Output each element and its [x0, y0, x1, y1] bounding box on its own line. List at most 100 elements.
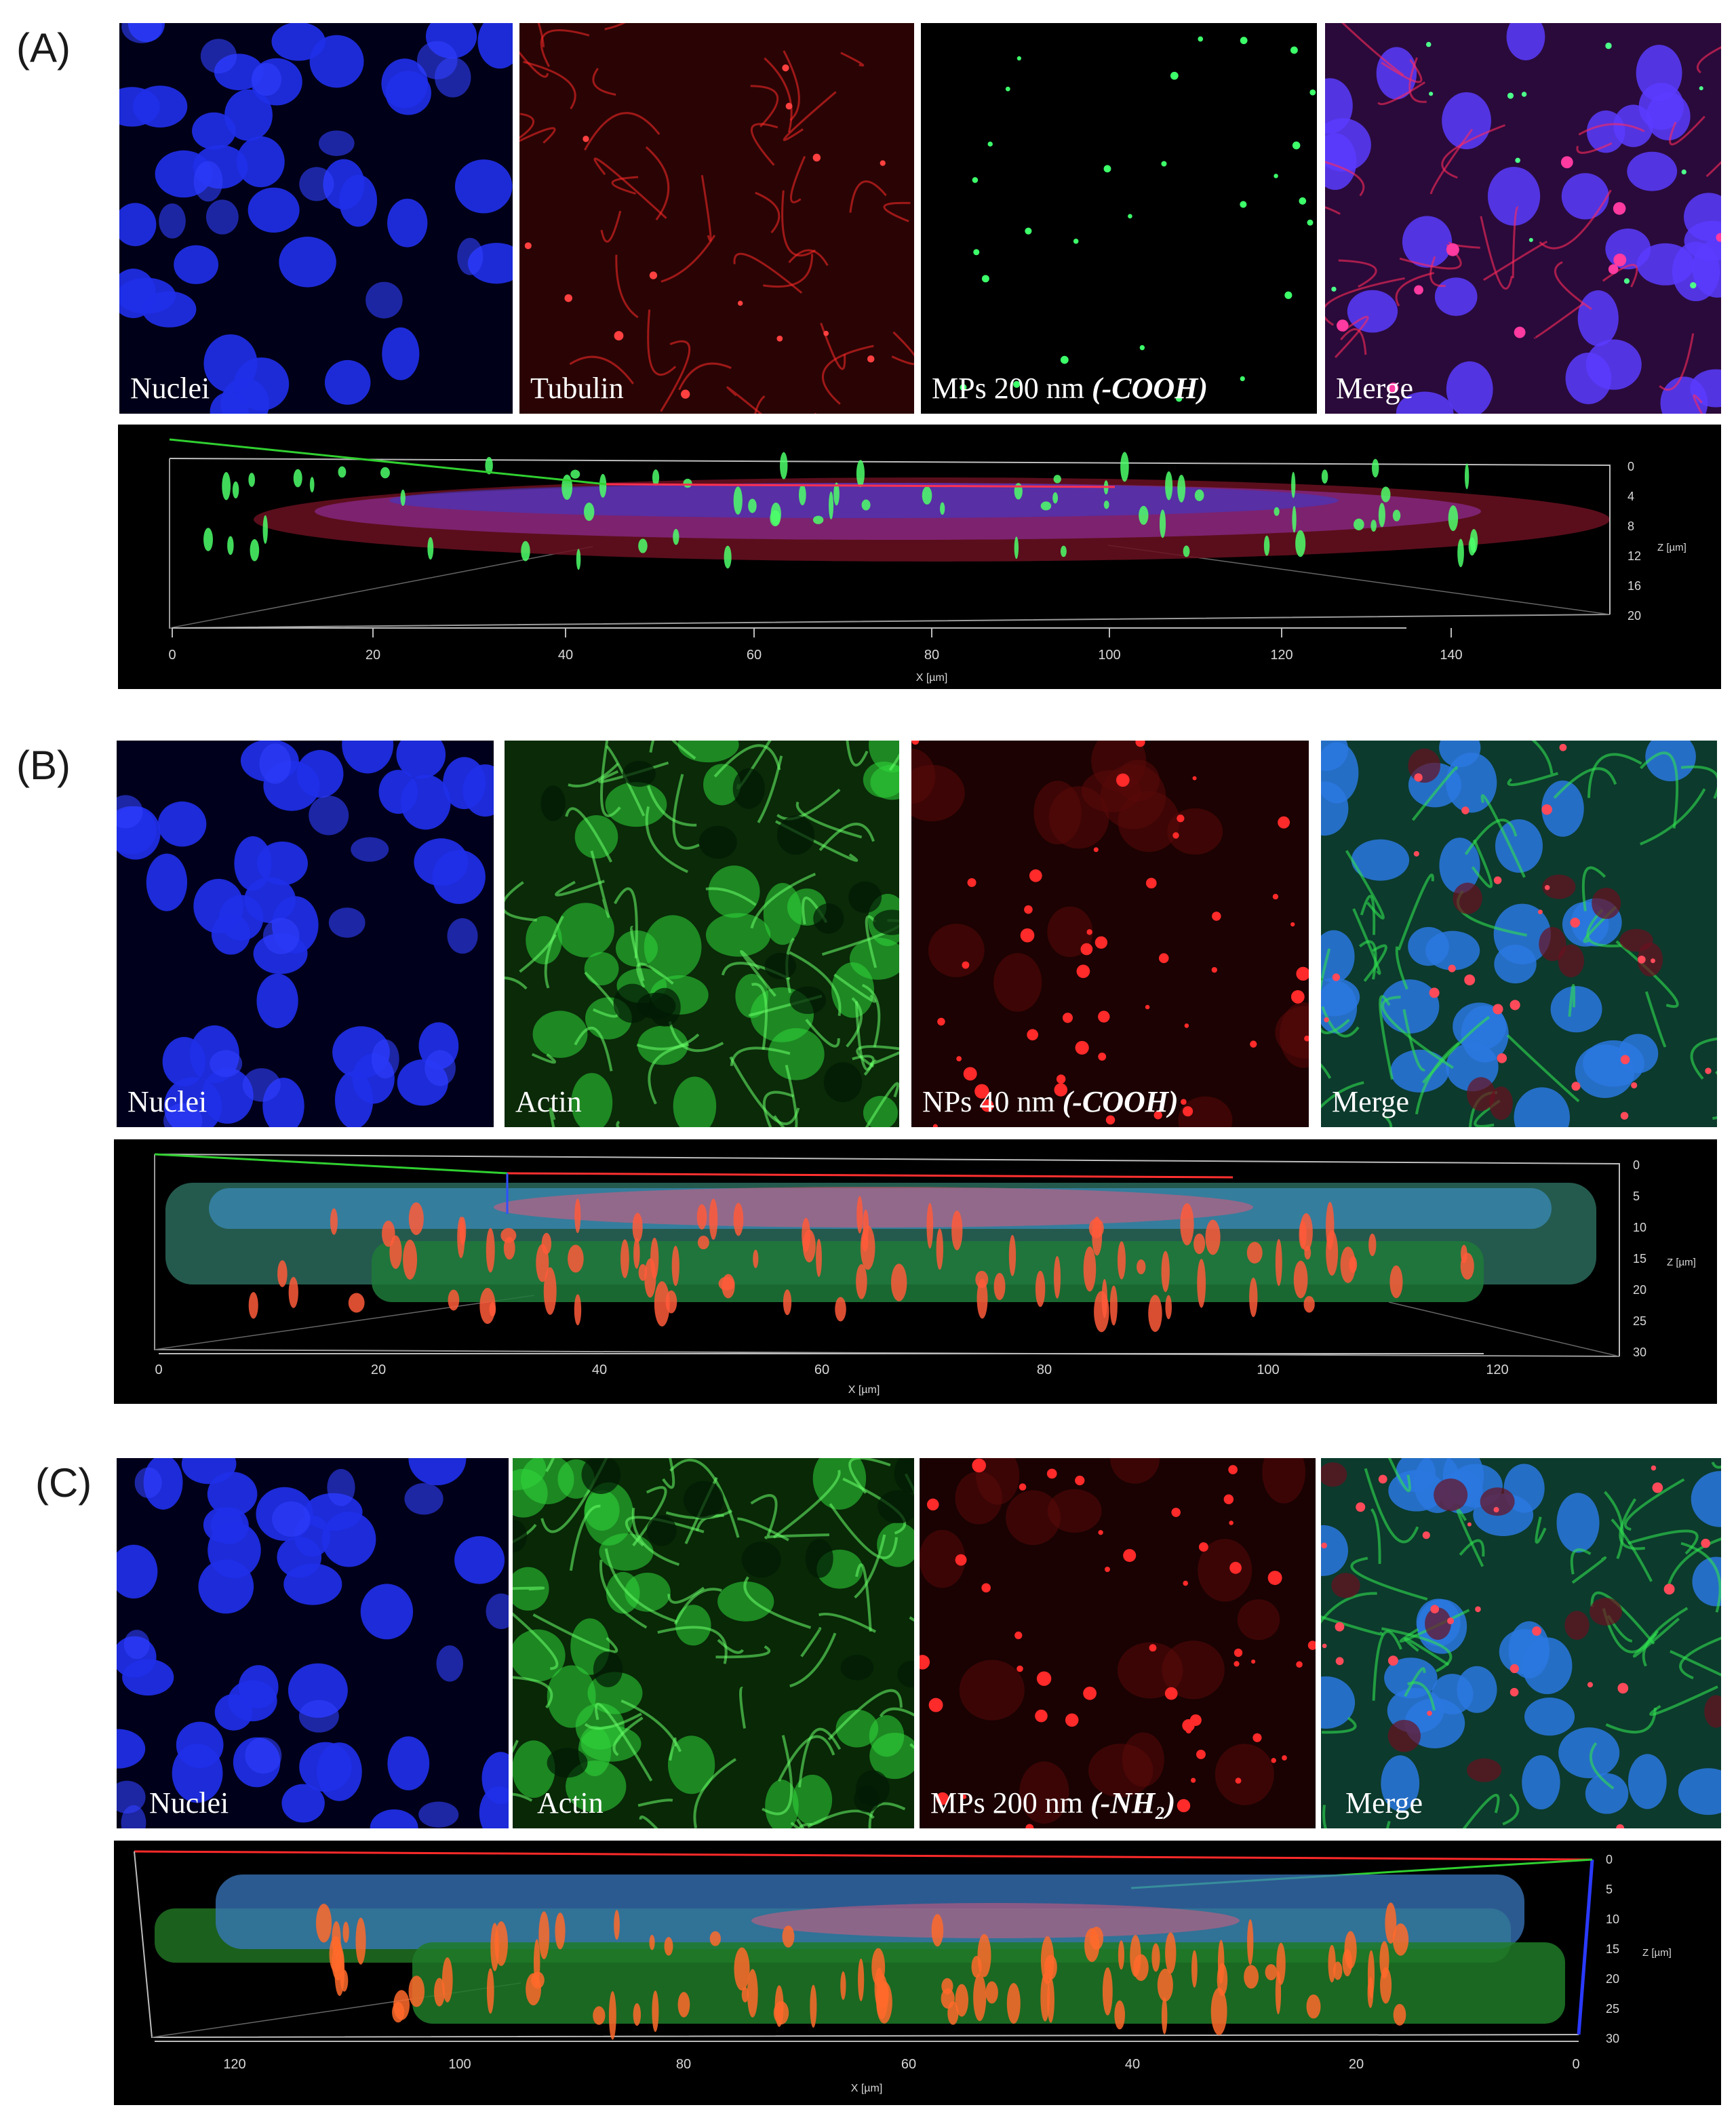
panel-c-actin-image: Actin — [513, 1458, 914, 1828]
panel-a-x-tick: 0 — [168, 648, 176, 663]
panel-c-actin-figure — [513, 1458, 914, 1828]
panel-a-particles-figure — [960, 36, 1316, 402]
panel-c-x-tick: 0 — [1572, 2057, 1579, 2072]
panel-b-x-axis: 0 20 40 60 80 100 120 X [µm] — [155, 1353, 1509, 1396]
panel-b-merge-image: Merge — [1321, 741, 1717, 1127]
panel-b-nuclei-caption: Nuclei — [127, 1085, 208, 1118]
panel-b-z-tick: 20 — [1633, 1283, 1646, 1297]
panel-a-x-tick: 100 — [1098, 648, 1120, 663]
panel-a-x-tick: 20 — [366, 648, 380, 663]
panel-a-nuclei-figure — [119, 23, 513, 414]
panel-b-particles-image: NPs 40 nm (-COOH) — [911, 741, 1309, 1127]
panel-a-x-tick: 40 — [558, 648, 573, 663]
panel-a-nuclei-caption: Nuclei — [130, 372, 210, 405]
panel-a-z-tick: 20 — [1628, 609, 1641, 623]
panel-b-actin-caption: Actin — [515, 1085, 582, 1118]
panel-a-label: (A) — [16, 25, 71, 71]
panel-c-z-tick: 30 — [1606, 2032, 1619, 2045]
panel-a-merge-image: Merge — [1325, 23, 1721, 414]
panel-c-z-tick: 0 — [1606, 1853, 1613, 1866]
panel-a-z-tick: 4 — [1628, 490, 1634, 503]
panel-b-nuclei-image: Nuclei — [117, 741, 494, 1127]
panel-b-nuclei-figure — [117, 741, 494, 1127]
panel-a-nuclei-image: Nuclei — [119, 23, 513, 414]
panel-a-3d-particles — [203, 452, 1478, 570]
panel-b-3d-particles — [248, 1196, 1474, 1333]
panel-a-x-axis-title: X [µm] — [916, 672, 948, 684]
panel-b-3d-projection: 0 20 40 60 80 100 120 X [µm] 0 5 10 15 2… — [114, 1139, 1717, 1404]
panel-b-x-tick: 60 — [814, 1362, 829, 1377]
panel-c-z-tick: 25 — [1606, 2002, 1619, 2016]
panel-a-z-tick: 16 — [1628, 579, 1641, 593]
panel-a-x-axis: 0 20 40 60 80 100 120 140 X [µm] — [168, 627, 1463, 684]
panel-b-label: (B) — [16, 743, 71, 788]
panel-b-x-tick: 20 — [371, 1362, 386, 1377]
panel-b-particles-caption: NPs 40 nm (-COOH) — [922, 1085, 1179, 1118]
panel-b-z-tick: 30 — [1633, 1346, 1646, 1359]
panel-a-tubulin-figure — [519, 23, 914, 414]
panel-b-merge-figure — [1321, 741, 1717, 1127]
panel-a-x-tick: 80 — [924, 648, 939, 663]
panel-c-nuclei-caption: Nuclei — [149, 1786, 229, 1820]
panel-c-x-tick: 40 — [1125, 2057, 1140, 2072]
panel-a-z-axis: 0 4 8 12 16 20 Z [µm] — [1609, 460, 1686, 623]
panel-b-x-tick: 40 — [592, 1362, 607, 1377]
panel-a-z-tick: 12 — [1628, 549, 1641, 563]
panel-c-3d-figure: 120 100 80 60 40 20 0 X [µm] 0 5 10 15 2… — [134, 1850, 1672, 2094]
panel-a-3d-figure: 0 20 40 60 80 100 120 140 X [µm] 0 4 8 1… — [168, 438, 1686, 684]
panel-c-z-axis-title: Z [µm] — [1642, 1947, 1672, 1959]
panel-a-z-tick: 0 — [1628, 460, 1634, 473]
panel-c-x-tick: 80 — [676, 2057, 691, 2072]
panel-c-x-tick: 120 — [223, 2057, 245, 2072]
panel-a-particles-image: MPs 200 nm (-COOH) — [921, 23, 1317, 414]
panel-c-nuclei-image: Nuclei — [117, 1458, 509, 1828]
panel-c-z-axis: 0 5 10 15 20 25 30 Z [µm] — [1606, 1853, 1672, 2045]
panel-c-actin-caption: Actin — [537, 1786, 604, 1820]
panel-c-x-axis-title: X [µm] — [851, 2083, 883, 2094]
panel-c-merge-figure — [1321, 1458, 1721, 1828]
panel-a-tubulin-caption: Tubulin — [530, 372, 624, 405]
panel-c-z-tick: 20 — [1606, 1972, 1619, 1986]
panel-b-z-tick: 15 — [1633, 1252, 1646, 1265]
panel-b-merge-caption: Merge — [1332, 1085, 1410, 1118]
panel-c-x-tick: 20 — [1349, 2057, 1364, 2072]
panel-c-particles-figure — [920, 1458, 1316, 1828]
panel-a-x-tick: 60 — [747, 648, 762, 663]
panel-c-merge-caption: Merge — [1345, 1786, 1423, 1820]
panel-a-x-tick: 140 — [1440, 648, 1462, 663]
panel-b-x-tick: 100 — [1257, 1362, 1279, 1377]
panel-a-tubulin-image: Tubulin — [519, 23, 914, 414]
panel-c-3d-particles — [315, 1902, 1409, 2040]
panel-b-actin-figure — [505, 741, 899, 1127]
panel-b-z-axis-title: Z [µm] — [1667, 1257, 1696, 1268]
panel-a-z-tick: 8 — [1628, 519, 1634, 533]
panel-b-x-axis-title: X [µm] — [848, 1384, 880, 1396]
panel-c-nuclei-figure — [117, 1458, 509, 1828]
panel-b-z-tick: 10 — [1633, 1221, 1646, 1234]
panel-c-x-axis: 120 100 80 60 40 20 0 X [µm] — [155, 2041, 1580, 2094]
panel-c-particles-image: MPs 200 nm (-NH₂) — [920, 1458, 1316, 1828]
panel-c-label: (C) — [35, 1460, 92, 1506]
panel-b-x-tick: 80 — [1037, 1362, 1052, 1377]
panel-a-merge-figure — [1325, 23, 1721, 414]
panel-c-x-tick: 60 — [901, 2057, 916, 2072]
panel-c-z-tick: 5 — [1606, 1883, 1613, 1896]
panel-b-particles-figure — [911, 741, 1309, 1127]
panel-c-merge-image: Merge — [1321, 1458, 1721, 1828]
panel-b-z-tick: 0 — [1633, 1158, 1640, 1172]
panel-a-x-tick: 120 — [1270, 648, 1293, 663]
panel-a-merge-caption: Merge — [1336, 372, 1414, 405]
panel-c-particles-caption: MPs 200 nm (-NH₂) — [930, 1786, 1176, 1820]
panel-c-z-tick: 15 — [1606, 1942, 1619, 1956]
panel-b-z-axis: 0 5 10 15 20 25 30 Z [µm] — [1619, 1158, 1696, 1359]
panel-b-3d-figure: 0 20 40 60 80 100 120 X [µm] 0 5 10 15 2… — [154, 1153, 1696, 1396]
panel-c-3d-projection: 120 100 80 60 40 20 0 X [µm] 0 5 10 15 2… — [114, 1841, 1721, 2105]
panel-c-z-tick: 10 — [1606, 1912, 1619, 1926]
panel-a-z-axis-title: Z [µm] — [1657, 542, 1686, 553]
panel-a-particles-caption: MPs 200 nm (-COOH) — [932, 372, 1208, 405]
panel-c-x-tick: 100 — [448, 2057, 471, 2072]
panel-b-z-tick: 5 — [1633, 1190, 1640, 1203]
panel-b-actin-image: Actin — [505, 741, 899, 1127]
panel-b-x-tick: 0 — [155, 1362, 162, 1377]
panel-a-3d-projection: 0 20 40 60 80 100 120 140 X [µm] 0 4 8 1… — [118, 425, 1721, 689]
